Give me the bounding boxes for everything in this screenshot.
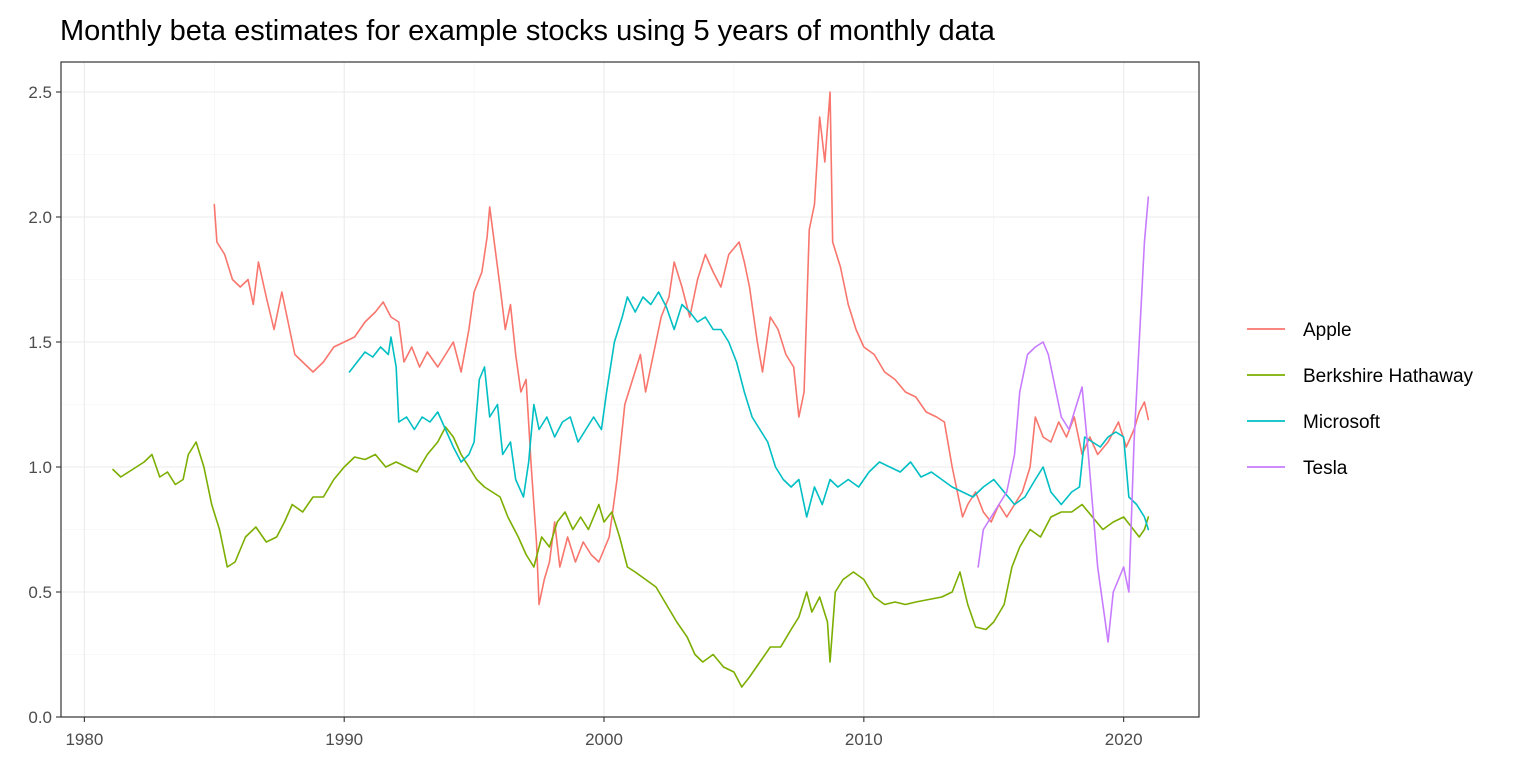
x-tick-label: 1980 [65, 730, 103, 749]
x-tick-label: 1990 [325, 730, 363, 749]
y-tick-label: 0.0 [28, 708, 52, 727]
y-tick-label: 2.0 [28, 208, 52, 227]
legend-label-microsoft: Microsoft [1303, 412, 1381, 433]
y-tick-label: 1.5 [28, 333, 52, 352]
series-line-berkshire-hathaway [112, 426, 1150, 688]
x-tick-label: 2020 [1105, 730, 1143, 749]
series-lines [112, 91, 1150, 688]
series-line-apple [213, 91, 1150, 606]
x-axis: 1980 1990 2000 2010 2020 [65, 717, 1143, 749]
legend-label-tesla: Tesla [1303, 458, 1348, 479]
chart-title: Monthly beta estimates for example stock… [60, 15, 996, 47]
series-line-microsoft [348, 291, 1150, 531]
series-line-tesla [977, 196, 1150, 643]
x-tick-label: 2000 [585, 730, 623, 749]
y-axis: 0.0 0.5 1.0 1.5 2.0 2.5 [28, 83, 61, 727]
plot-panel-border [60, 61, 1200, 718]
y-tick-label: 0.5 [28, 583, 52, 602]
major-gridlines [61, 62, 1199, 718]
y-tick-label: 1.0 [28, 458, 52, 477]
minor-gridlines [61, 62, 1199, 717]
legend: Apple Berkshire Hathaway Microsoft Tesla [1247, 320, 1474, 479]
y-tick-label: 2.5 [28, 83, 52, 102]
legend-label-berkshire-hathaway: Berkshire Hathaway [1303, 366, 1474, 387]
legend-label-apple: Apple [1303, 320, 1352, 341]
x-tick-label: 2010 [845, 730, 883, 749]
